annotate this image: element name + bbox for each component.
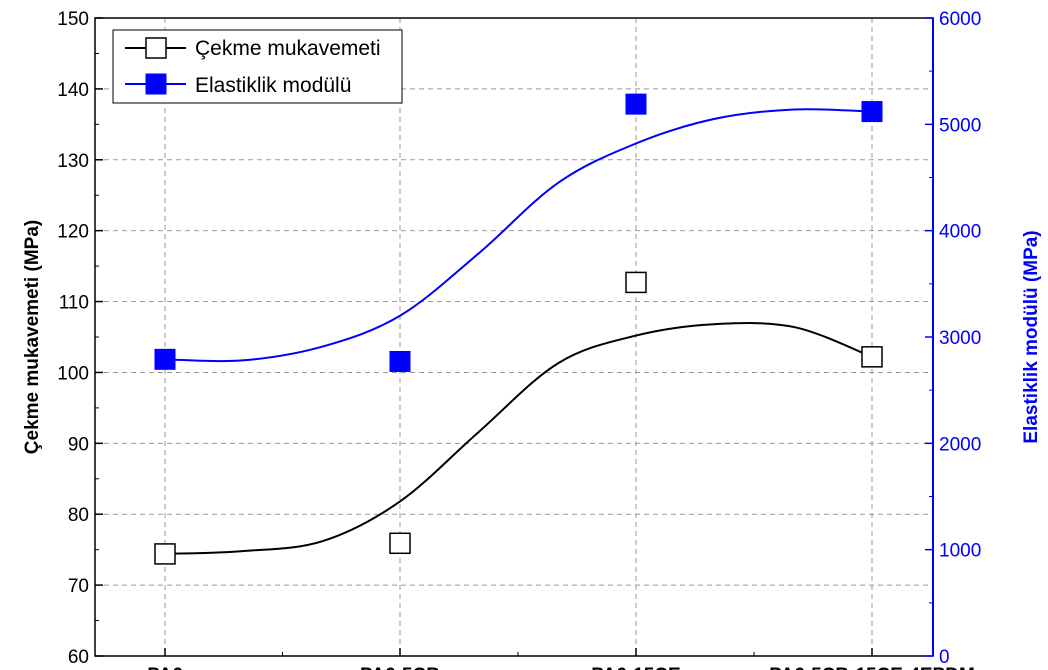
right-tick-label: 2000 [939,434,981,455]
elastic-modulus-point [389,350,411,372]
left-tick-label: 70 [68,576,89,597]
elastic-modulus-point [625,93,647,115]
left-tick-label: 100 [57,363,89,384]
category-label: PA6-15CE [591,665,680,670]
left-tick-label: 110 [59,293,89,314]
fit-curve-series-1 [164,108,873,363]
tensile-strength-point [861,346,883,368]
legend: Çekme mukavemeti Elastiklik modülü [112,29,403,104]
plot-frame [94,17,934,657]
category-label: PA6-5CB-15CE-4EPDM [769,665,975,670]
bottom-axis-ticks: PA6 PA6-5CB PA6-15CE PA6-5CB-15CE-4EPDM [147,648,975,670]
right-axis-title: Elastiklik modülü (MPa) [1021,230,1042,443]
legend-label-modulus: Elastiklik modülü [195,74,351,97]
right-axis-ticks: 0 1000 2000 3000 4000 5000 6000 [925,9,981,668]
elastic-modulus-point [154,348,176,370]
left-tick-label: 150 [57,9,89,30]
left-tick-label: 140 [57,80,89,101]
tensile-strength-point [625,271,647,294]
legend-marker-modulus [145,73,167,95]
left-axis-ticks: 60 70 80 90 100 110 120 130 140 150 [57,9,103,668]
fit-curves [164,108,873,555]
left-tick-label: 130 [57,151,89,172]
grid [95,18,933,656]
right-tick-label: 0 [939,647,950,668]
legend-label-tensile: Çekme mukavemeti [195,37,381,60]
tensile-strength-point [154,543,176,565]
right-tick-label: 6000 [939,9,981,30]
category-label: PA6 [147,665,183,670]
category-label: PA6-5CB [360,665,440,670]
fit-curve-series-0 [164,322,873,555]
left-axis-title: Çekme mukavemeti (MPa) [22,220,43,454]
left-tick-label: 90 [68,434,89,455]
left-tick-label: 80 [68,505,89,526]
legend-marker-tensile [145,37,167,59]
left-tick-label: 120 [57,222,89,243]
right-tick-label: 5000 [939,115,981,136]
right-tick-label: 3000 [939,328,981,349]
right-tick-label: 1000 [939,541,981,562]
data-markers [154,93,883,565]
right-tick-label: 4000 [939,222,981,243]
tensile-strength-point [389,532,411,555]
elastic-modulus-point [861,101,883,123]
left-tick-label: 60 [68,647,89,668]
